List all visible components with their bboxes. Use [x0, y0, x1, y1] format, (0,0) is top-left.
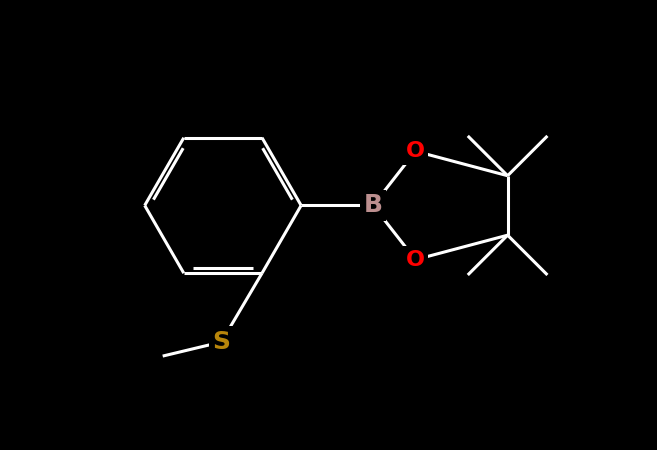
Text: O: O — [406, 141, 425, 161]
Text: O: O — [406, 250, 425, 270]
Text: S: S — [212, 330, 231, 354]
Text: B: B — [363, 194, 382, 217]
